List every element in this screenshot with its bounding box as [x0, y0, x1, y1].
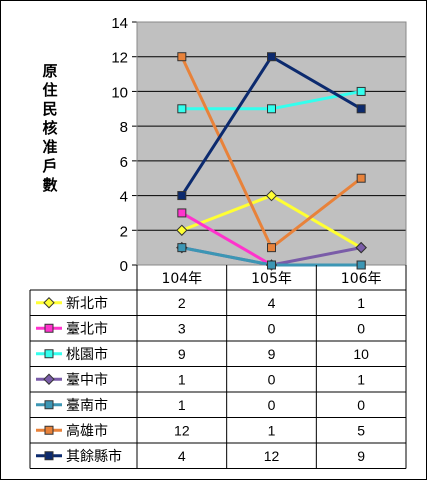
table-value: 1 — [178, 371, 186, 387]
legend-marker — [44, 349, 54, 359]
legend-marker — [44, 323, 54, 333]
x-category-label: 104年 — [161, 271, 202, 287]
legend-label: 其餘縣市 — [66, 448, 122, 465]
y-tick-label: 6 — [120, 154, 128, 171]
table-value: 4 — [268, 295, 276, 311]
table-value: 1 — [268, 422, 276, 438]
table-value: 9 — [357, 448, 365, 464]
legend-row: 臺南市 — [36, 397, 108, 414]
legend-label: 臺南市 — [66, 397, 108, 414]
table-value: 12 — [264, 448, 280, 464]
table-value: 0 — [357, 397, 365, 413]
data-point — [177, 104, 187, 114]
legend-marker — [44, 451, 54, 461]
legend-label: 臺中市 — [66, 371, 108, 388]
y-tick-label: 0 — [120, 258, 128, 275]
data-point — [177, 52, 187, 62]
data-point — [265, 189, 278, 202]
table-value: 10 — [353, 346, 369, 362]
legend-row: 其餘縣市 — [36, 448, 122, 465]
y-tick-label: 14 — [111, 15, 128, 32]
table-value: 0 — [268, 320, 276, 336]
table-value: 12 — [174, 422, 190, 438]
legend-label: 桃園市 — [66, 346, 108, 363]
data-point — [177, 191, 187, 201]
y-axis-label-char: 戶 — [42, 157, 58, 175]
table-value: 1 — [357, 371, 365, 387]
y-tick-label: 10 — [111, 84, 128, 101]
legend-marker — [43, 297, 55, 309]
table-value: 9 — [268, 346, 276, 362]
y-axis-label-char: 數 — [42, 176, 58, 194]
y-axis-label-char: 民 — [42, 100, 58, 118]
table-value: 1 — [178, 397, 186, 413]
y-axis-label: 原住民核准戶數 — [38, 62, 62, 195]
legend-marker — [44, 400, 54, 410]
y-axis-label-char: 核 — [42, 119, 58, 137]
y-axis-label-char: 原 — [42, 62, 58, 80]
data-point — [355, 241, 367, 254]
table-value: 2 — [178, 295, 186, 311]
table-value: 9 — [178, 346, 186, 362]
legend-label: 新北市 — [66, 295, 108, 312]
data-point — [267, 243, 276, 253]
data-point — [356, 173, 366, 183]
data-point — [356, 86, 366, 96]
legend-row: 新北市 — [36, 295, 108, 312]
y-tick-label: 2 — [120, 223, 128, 240]
y-tick-label: 4 — [120, 189, 128, 206]
legend-row: 臺北市 — [36, 320, 108, 337]
legend-marker — [43, 373, 55, 385]
table-value: 0 — [357, 320, 365, 336]
table-value: 4 — [178, 448, 186, 464]
data-point — [177, 243, 187, 253]
y-axis-label-char: 住 — [42, 81, 58, 99]
data-point — [177, 208, 187, 218]
table-value: 0 — [268, 397, 276, 413]
y-tick-label: 8 — [120, 119, 128, 136]
legend-marker — [44, 425, 54, 435]
table-value: 3 — [178, 320, 186, 336]
plot-area — [137, 22, 406, 265]
data-point — [267, 104, 276, 114]
legend-row: 臺中市 — [36, 371, 108, 388]
x-category-label: 106年 — [341, 271, 382, 287]
legend-row: 高雄市 — [36, 422, 108, 439]
data-point — [356, 104, 366, 114]
legend-label: 臺北市 — [66, 320, 108, 337]
table-value: 0 — [268, 371, 276, 387]
data-point — [267, 52, 276, 62]
y-axis-label-char: 准 — [42, 138, 58, 156]
y-tick-label: 12 — [111, 50, 128, 67]
data-point — [356, 260, 366, 270]
x-category-label: 105年 — [251, 271, 292, 287]
table-value: 5 — [357, 422, 365, 438]
data-point — [176, 224, 188, 236]
data-point — [267, 260, 276, 270]
legend-label: 高雄市 — [66, 422, 108, 439]
legend-row: 桃園市 — [36, 346, 108, 363]
table-value: 1 — [357, 295, 365, 311]
